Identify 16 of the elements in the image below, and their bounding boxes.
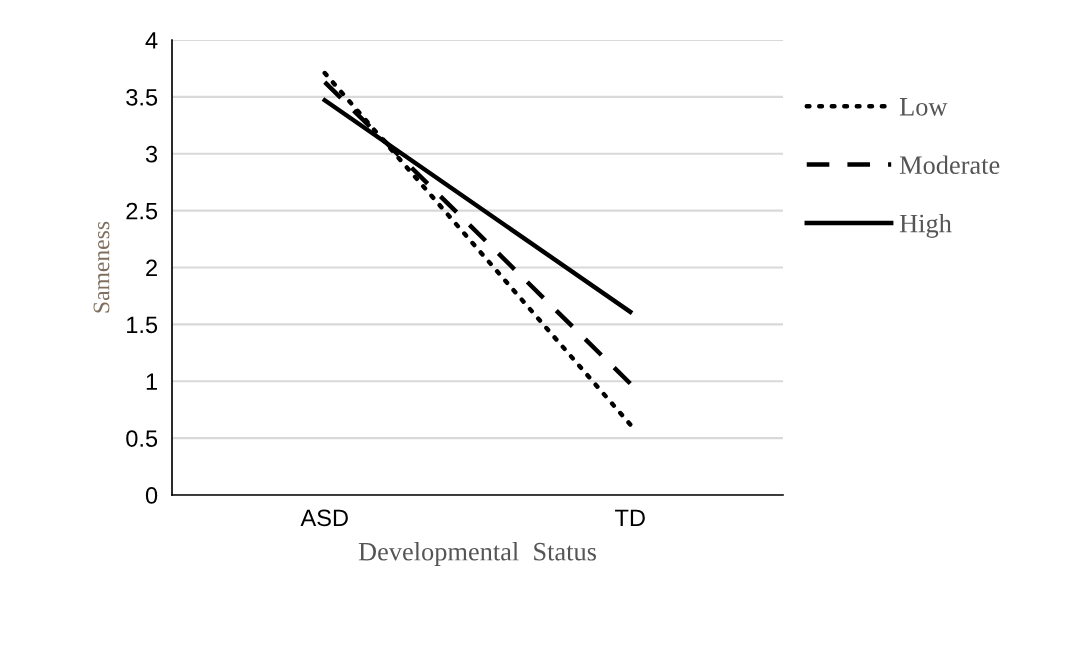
y-axis-title: Sameness — [93, 221, 110, 313]
y-tick-label: 0 — [145, 487, 158, 504]
legend-label: Moderate — [899, 155, 1000, 175]
legend-label: High — [899, 213, 952, 238]
y-tick-label: 3.5 — [126, 88, 158, 106]
y-tick-label: 4 — [145, 32, 158, 49]
y-tick-label: 2.5 — [126, 202, 158, 220]
x-tick-label: TD — [615, 509, 645, 526]
y-tick-label: 0.5 — [126, 430, 158, 447]
x-tick-label: ASD — [300, 509, 348, 527]
y-tick-label: 1 — [146, 373, 157, 390]
x-axis-title: Developmental Status — [358, 542, 596, 566]
legend-label: Low — [899, 98, 948, 116]
y-tick-label: 2 — [146, 259, 157, 277]
y-tick-label: 3 — [145, 145, 158, 163]
y-tick-label: 1.5 — [127, 316, 158, 334]
